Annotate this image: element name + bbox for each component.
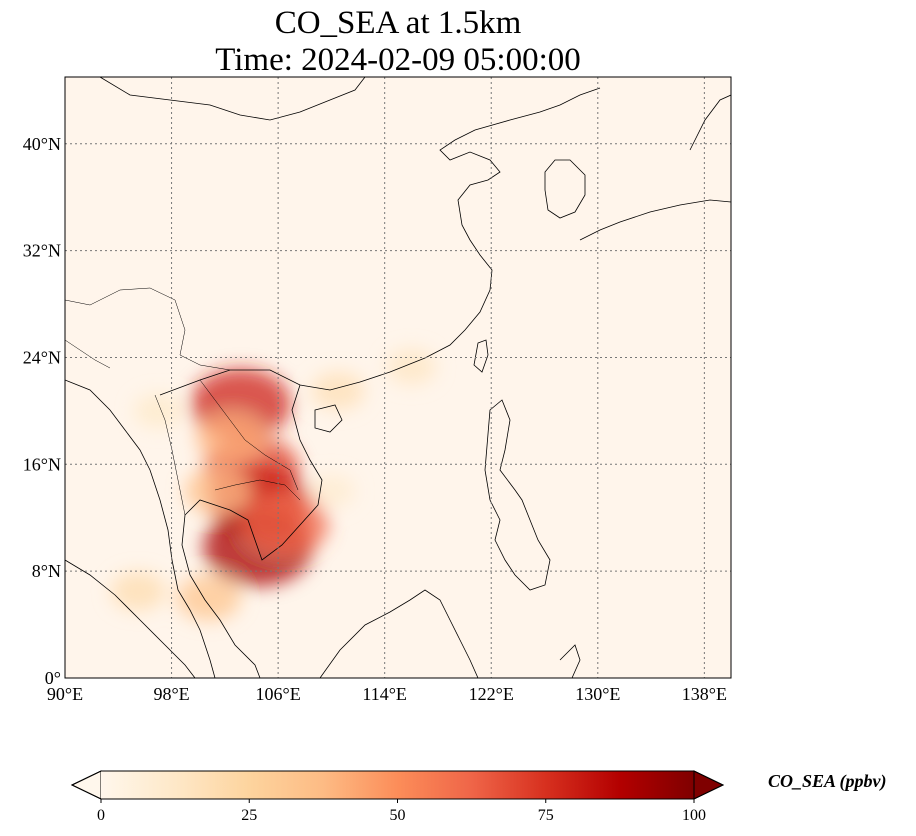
coastline-sumatra — [65, 559, 196, 678]
coastline-sulawesi — [559, 644, 581, 678]
coastline-japan-north — [689, 94, 731, 151]
coastline-hainan — [314, 404, 343, 433]
coastline-korea — [544, 159, 586, 219]
co-plume-11 — [307, 474, 355, 508]
colorbar-body — [101, 771, 694, 799]
x-tick-label: 130°E — [575, 684, 620, 704]
colorbar-tick-label: 100 — [682, 807, 706, 824]
colorbar: 0 25 50 75 100 — [70, 770, 725, 824]
border-laos — [199, 379, 299, 491]
border-cambodia — [214, 479, 301, 501]
map-title: CO_SEA at 1.5km — [274, 5, 522, 41]
x-tick-label: 114°E — [362, 684, 407, 704]
coastlines — [65, 77, 731, 678]
map-frame — [64, 76, 732, 679]
colorbar-tick-label: 0 — [97, 807, 105, 824]
border-myanmar-thailand — [154, 394, 186, 516]
coastline-taiwan — [473, 339, 489, 373]
colorbar-ticks: 0 25 50 75 100 — [97, 799, 706, 824]
co-plume-6 — [196, 412, 267, 463]
co-plume-10 — [386, 348, 437, 385]
border-china-south — [65, 287, 231, 371]
coastline-myanmar — [65, 379, 216, 678]
x-axis-ticks: 90°E 98°E 106°E 114°E 122°E 130°E 138°E — [47, 684, 727, 704]
border-india — [65, 339, 111, 369]
colorbar-extend-max — [693, 770, 725, 800]
y-tick-label: 24°N — [23, 347, 61, 367]
x-tick-label: 90°E — [47, 684, 83, 704]
y-tick-label: 0° — [45, 668, 61, 688]
y-tick-label: 40°N — [23, 134, 61, 154]
co-plume-5 — [184, 467, 252, 515]
coastline-china — [159, 87, 601, 396]
colorbar-label: CO_SEA (ppbv) — [768, 771, 887, 791]
coastline-mongolia — [99, 77, 366, 121]
y-axis-ticks: 0° 8°N 16°N 24°N 32°N 40°N — [23, 134, 61, 688]
coastline-japan — [579, 199, 731, 241]
x-tick-label: 122°E — [469, 684, 514, 704]
colorbar-extend-min — [70, 770, 102, 800]
x-tick-label: 106°E — [256, 684, 301, 704]
y-tick-label: 32°N — [23, 241, 61, 261]
coastline-borneo — [319, 589, 479, 678]
colorbar-tick-label: 25 — [241, 807, 257, 824]
map-area — [65, 77, 731, 678]
map-time: Time: 2024-02-09 05:00:00 — [215, 42, 581, 78]
co-plume-7 — [110, 571, 166, 611]
country-borders — [65, 287, 301, 516]
y-tick-label: 8°N — [32, 561, 61, 581]
co-plume-8 — [176, 574, 241, 621]
coastline-philippines — [484, 399, 551, 591]
colorbar-tick-label: 75 — [538, 807, 554, 824]
coastline-indochina — [181, 384, 323, 678]
colorbar-tick-label: 50 — [390, 807, 406, 824]
x-tick-label: 98°E — [153, 684, 189, 704]
co-plume-12 — [133, 393, 183, 429]
co-concentration-field — [110, 348, 437, 621]
x-tick-label: 138°E — [682, 684, 727, 704]
gridlines — [65, 77, 731, 678]
co-plume-4 — [240, 493, 329, 556]
y-tick-label: 16°N — [23, 454, 61, 474]
co-plume-9 — [311, 371, 365, 410]
